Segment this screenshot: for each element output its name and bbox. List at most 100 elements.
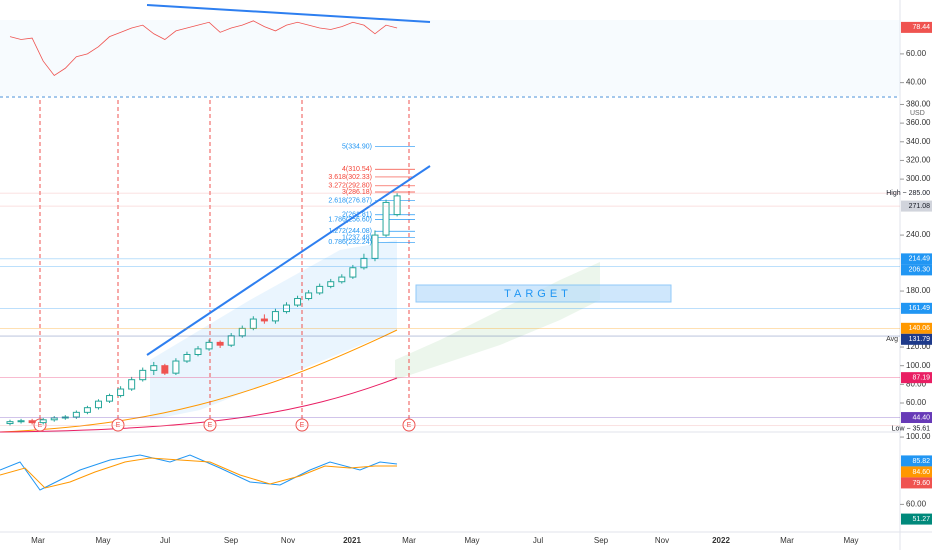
stoch-label: 84.60 [912, 469, 930, 476]
earnings-label: E [208, 422, 213, 429]
fib-label: 2.618(276.87) [328, 198, 372, 205]
x-tick-label: Jul [160, 536, 170, 545]
earnings-badge [295, 418, 309, 432]
price-badge [901, 187, 932, 199]
x-tick-label: Jul [533, 536, 543, 545]
candle-body [338, 276, 346, 283]
candle-body [382, 201, 390, 236]
price-badge [901, 412, 932, 424]
x-tick-label: May [843, 536, 858, 545]
x-tick-label: Nov [281, 536, 295, 545]
price-badge [901, 333, 932, 345]
candle-body [393, 195, 401, 216]
earnings-badge [402, 418, 416, 432]
candle-body [294, 298, 302, 306]
avg-tag: Avg [886, 336, 898, 343]
earnings-label: E [300, 422, 305, 429]
candle-body [316, 285, 324, 294]
candle-body [194, 348, 202, 355]
candle-body [238, 327, 246, 337]
candle-body [271, 311, 279, 322]
price-badge [901, 264, 932, 276]
price-label: 214.49 [909, 256, 931, 263]
candle-body [39, 419, 47, 424]
fib-label: 5(334.90) [342, 143, 372, 150]
y-tick-label: 180.00 [906, 286, 931, 295]
rsi-last-label: 78.44 [912, 24, 930, 31]
candle-body [72, 411, 80, 418]
fib-label: 1(237.48) [342, 234, 372, 241]
candle-body [216, 341, 224, 346]
fib-label: 3(286.18) [342, 189, 372, 196]
price-badge [901, 372, 932, 384]
price-badge [901, 200, 932, 212]
y-tick-label: 360.00 [906, 118, 931, 127]
price-label: High − 285.00 [886, 190, 930, 197]
stoch-tick-label: 60.00 [906, 499, 927, 508]
trendline [146, 165, 431, 356]
price-badge [901, 322, 932, 334]
stoch-badge [901, 466, 932, 478]
price-badge [901, 423, 932, 435]
y-tick-label: 240.00 [906, 230, 931, 239]
y-tick-label: 100.00 [906, 361, 931, 370]
moving-average [0, 377, 398, 433]
candle-body [360, 257, 368, 269]
x-tick-label: Mar [31, 536, 45, 545]
y-tick-label: 60.00 [906, 398, 927, 407]
fib-label: 3.272(292.80) [328, 183, 372, 190]
candle-body [260, 318, 268, 322]
price-badge [901, 302, 932, 314]
axis-unit: USD [910, 110, 925, 117]
earnings-label: E [38, 422, 43, 429]
candle-body [161, 365, 169, 374]
rsi-tick-label: 40.00 [906, 78, 927, 87]
x-tick-label: 2022 [712, 536, 730, 545]
stoch-badge [901, 455, 932, 467]
x-tick-label: Mar [402, 536, 416, 545]
price-badge [901, 253, 932, 265]
stoch-tick-label: 100.00 [906, 432, 931, 441]
candle-body [139, 369, 147, 381]
moving-average [0, 329, 398, 433]
fib-label: 4(310.54) [342, 166, 372, 173]
stoch-d [0, 457, 397, 489]
fib-label: 1.272(244.08) [328, 228, 372, 235]
candle-body [6, 421, 14, 425]
earnings-label: E [407, 422, 412, 429]
stoch-label: 85.82 [912, 458, 930, 465]
stoch-label: 51.27 [912, 516, 930, 523]
earnings-badge [203, 418, 217, 432]
y-tick-label: 380.00 [906, 100, 931, 109]
candle-body [17, 420, 25, 423]
price-label: 140.06 [909, 325, 931, 332]
x-tick-label: 2021 [343, 536, 361, 545]
rsi-trendline [146, 4, 431, 23]
y-tick-label: 300.00 [906, 174, 931, 183]
candle-body [28, 420, 36, 424]
y-tick-label: 320.00 [906, 156, 931, 165]
candle-body [106, 395, 114, 402]
price-label: 161.49 [909, 305, 931, 312]
price-label: 44.40 [912, 414, 930, 421]
candle-body [305, 292, 313, 300]
y-tick-label: 340.00 [906, 137, 931, 146]
x-tick-label: Sep [224, 536, 239, 545]
candle-body [249, 318, 257, 329]
x-tick-label: Sep [594, 536, 609, 545]
target-label: TARGET [504, 288, 572, 300]
price-label: 131.79 [909, 336, 931, 343]
price-label: 87.19 [912, 374, 930, 381]
candle-body [172, 360, 180, 374]
candle-body [150, 365, 158, 371]
price-label: 271.08 [909, 203, 931, 210]
stoch-label: 79.60 [912, 480, 930, 487]
candle-body [371, 234, 379, 259]
rsi-tick-label: 60.00 [906, 49, 927, 58]
plot: 60.00 80.00 100.00 120.00 180.00 240.00 300.00… [0, 4, 932, 545]
price-label: Low − 35.61 [892, 425, 930, 432]
x-tick-label: Nov [655, 536, 669, 545]
candle-body [327, 281, 335, 287]
x-tick-label: Mar [780, 536, 794, 545]
target-box [415, 284, 672, 303]
